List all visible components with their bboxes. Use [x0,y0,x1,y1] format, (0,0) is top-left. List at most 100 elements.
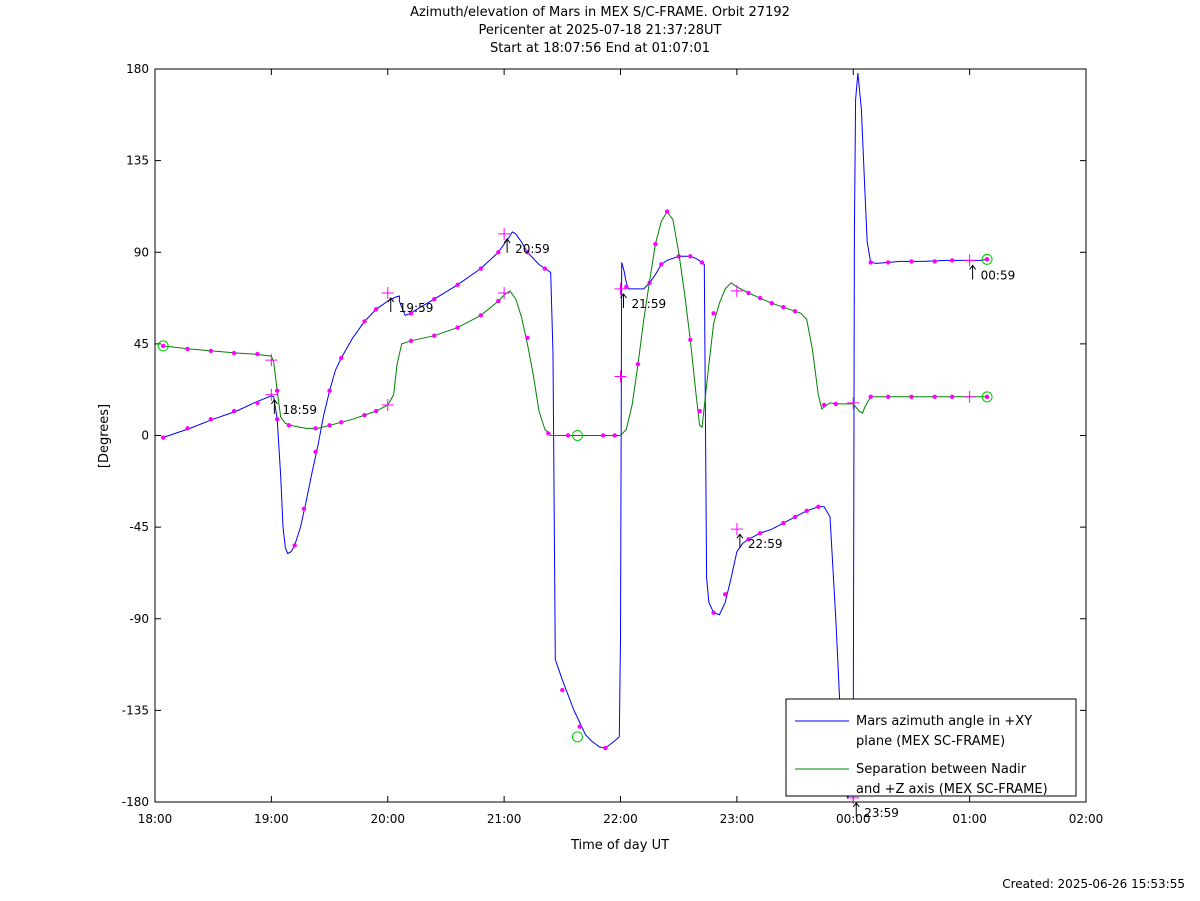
series-1-point [624,284,629,290]
series-2-circle-marker [981,391,993,403]
x-tick-label: 01:00 [952,812,987,826]
annotation-arrow [503,238,511,253]
annotation-label: 18:59 [282,403,317,417]
series-1-point [868,260,873,265]
series-2-hour-marker [498,286,511,299]
series-1-hour-marker [963,254,976,267]
series-2-point [984,394,990,400]
series-1-point [885,260,891,265]
series-1-point [909,259,914,264]
series-1-point [255,400,260,406]
series-1-point [560,687,565,693]
annotation-label: 00:59 [981,268,1016,282]
series-1-point [373,307,379,312]
annotation-arrow [852,802,860,817]
series-2-point [688,337,693,343]
series-2-point [313,426,318,431]
series-2-point [408,338,414,344]
series-1-circle-marker [981,253,993,265]
y-tick-label: -135 [122,703,149,717]
series-1-point [659,262,664,267]
series-2-circle-marker [157,340,169,352]
series-2-hour-marker [614,370,627,383]
series-2-point [612,433,617,438]
y-tick-label: -180 [122,795,149,809]
series-1-point [542,266,548,271]
series-2-point [909,394,914,400]
series-2-point [821,402,827,408]
series-2-point [185,346,190,352]
series-1-hour-marker [730,523,743,536]
series-1-point [699,260,705,265]
annotation-arrow [736,533,744,549]
series-2-point [546,431,551,436]
series-1-point [688,254,693,259]
annotation-arrow [969,264,977,280]
chart-subtitle-start-end: Start at 18:07:56 End at 01:07:01 [489,41,711,56]
series-2-point [255,351,260,357]
x-tick-label: 23:00 [720,812,755,826]
series-1-point [525,250,530,255]
series-1-hour-marker [265,388,278,401]
series-1-point [408,311,414,316]
legend-box [785,698,1077,797]
x-tick-label: 00:00 [836,812,871,826]
series-2-point [455,325,460,330]
created-timestamp: Created: 2025-06-26 15:53:55 [1002,877,1185,891]
annotation-label: 22:59 [748,537,783,551]
series-2-point [565,433,571,438]
series-1-point [292,543,297,548]
series-2-point [757,295,763,301]
x-tick-label: 20:00 [370,812,405,826]
annotation-label: 19:59 [399,301,434,315]
series-2-point [274,388,280,393]
series-1-point [185,426,190,431]
series-2-point [339,420,344,425]
annotation-arrow [270,398,278,414]
series-1-point [478,266,484,271]
series-2-point [373,408,379,414]
series-1-point [723,592,728,597]
series-2-point [432,333,437,338]
series-1-hour-marker [614,282,627,295]
x-axis-label: Time of day UT [570,838,669,853]
legend: Mars azimuth angle in +XY plane (MEX SC-F… [785,698,1077,797]
series-1-point [327,388,332,393]
legend-entry-1-line-2: plane (MEX SC-FRAME) [856,734,1005,749]
series-1-point [208,417,214,422]
y-tick-label: -45 [129,520,149,534]
series-1-point [577,724,582,729]
series-line-2 [163,210,988,436]
legend-entry-2-line-1: Separation between Nadir [856,762,1027,777]
series-1-point [274,417,280,422]
x-tick-label: 21:00 [487,812,522,826]
series-1-point [301,506,307,511]
annotation-label: 23:59 [864,806,899,820]
y-axis-label: [Degrees] [97,404,112,468]
chart-subtitle-pericenter: Pericenter at 2025-07-18 21:37:28UT [478,23,722,38]
annotation-arrow [387,297,395,312]
series-2-point [478,313,484,318]
series-1-point [455,282,460,288]
chart-title: Azimuth/elevation of Mars in MEX S/C-FRA… [410,5,790,20]
axis-ticks: 18:00 19:00 20:00 21:00 22:00 23:00 00:00 01:00… [122,62,1104,826]
series-1-point [496,250,501,255]
annotation-label: 20:59 [515,242,550,256]
series-2-circle-marker [571,430,583,441]
series-2-point [711,311,716,316]
y-tick-label: 0 [141,429,149,443]
series-2-point [746,290,751,296]
series-2-point [160,343,166,349]
series-2-point [286,423,292,428]
series-2-point [885,394,891,400]
series-2-point [949,394,955,400]
series-2-point [496,298,501,304]
legend-entry-1-line-1: Mars azimuth angle in +XY [856,714,1032,729]
y-tick-label: -90 [129,612,149,626]
series-2-point [327,423,332,428]
series-2-point [231,350,237,356]
series-2-point [833,401,838,407]
series-2-hour-marker [730,284,743,297]
series-1-point [432,296,437,302]
series-1-hour-marker [381,286,394,299]
